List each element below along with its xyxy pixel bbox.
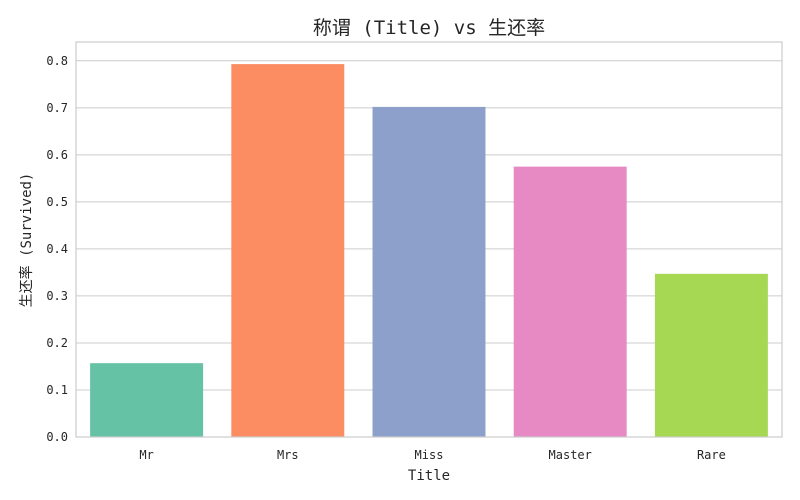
y-tick-label: 0.0 <box>46 430 68 444</box>
x-tick-label: Mrs <box>277 448 299 462</box>
y-tick-labels: 0.0 0.1 0.2 0.3 0.4 0.5 0.6 0.7 0.8 <box>46 54 68 444</box>
y-tick-label: 0.3 <box>46 289 68 303</box>
y-tick-label: 0.4 <box>46 242 68 256</box>
x-axis-label: Title <box>408 468 450 484</box>
bars <box>90 64 768 438</box>
chart-title: 称谓 (Title) vs 生还率 <box>313 17 545 39</box>
x-tick-labels: Mr Mrs Miss Master Rare <box>139 448 725 462</box>
x-tick-label: Master <box>549 448 592 462</box>
y-tick-label: 0.8 <box>46 54 68 68</box>
y-tick-label: 0.7 <box>46 101 68 115</box>
bar-rare <box>654 273 768 437</box>
y-tick-label: 0.2 <box>46 336 68 350</box>
y-tick-label: 0.6 <box>46 148 68 162</box>
bar-mr <box>90 363 204 437</box>
bar-miss <box>372 106 486 438</box>
plot-frame <box>75 41 783 438</box>
x-tick-label: Miss <box>415 448 444 462</box>
y-axis-label: 生还率 (Survived) <box>18 173 35 308</box>
y-tick-label: 0.1 <box>46 383 68 397</box>
y-tick-label: 0.5 <box>46 195 68 209</box>
x-tick-label: Rare <box>697 448 726 462</box>
bar-master <box>513 166 627 437</box>
bar-mrs <box>231 64 345 437</box>
x-tick-label: Mr <box>139 448 153 462</box>
